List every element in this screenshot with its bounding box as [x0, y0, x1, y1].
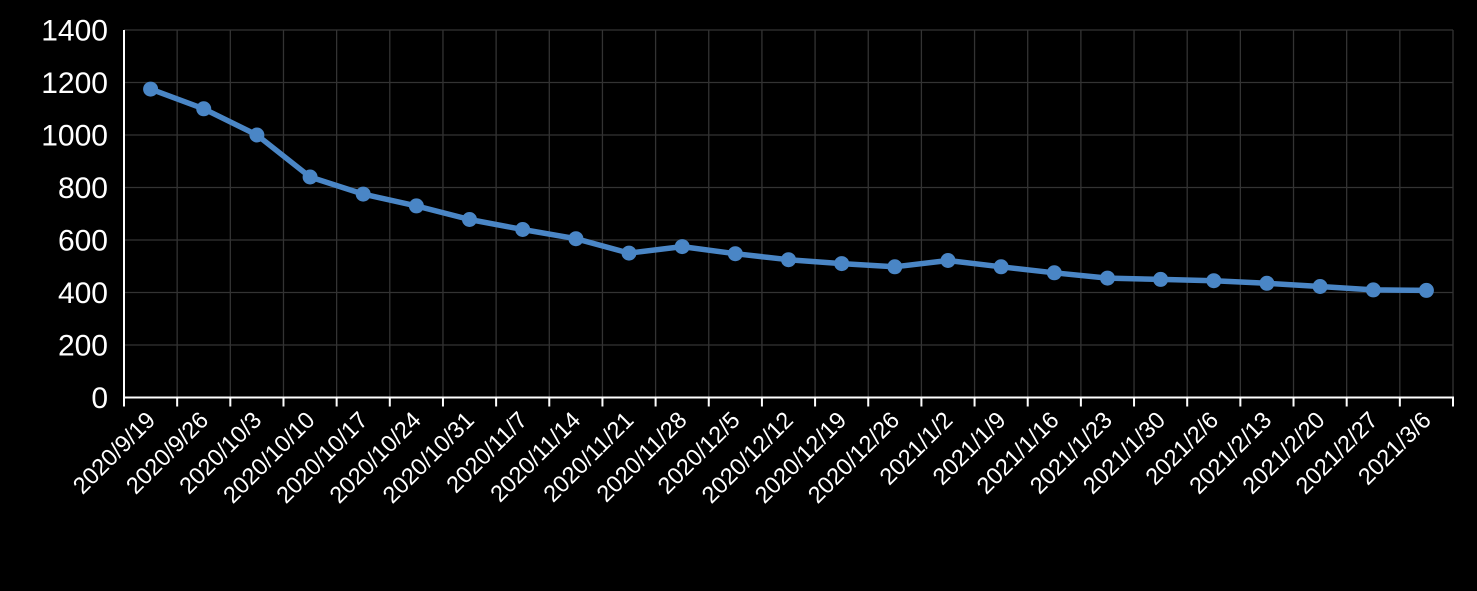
- y-tick-label: 600: [58, 225, 108, 258]
- data-point-marker: [355, 186, 371, 202]
- data-point-marker: [408, 198, 424, 214]
- data-point-marker: [834, 256, 850, 272]
- data-point-marker: [727, 246, 743, 262]
- data-point-marker: [993, 259, 1009, 275]
- y-tick-label: 400: [58, 277, 108, 310]
- data-point-marker: [302, 169, 318, 185]
- data-point-marker: [674, 239, 690, 255]
- data-point-marker: [1312, 279, 1328, 294]
- data-point-marker: [940, 253, 956, 268]
- axes-group: [123, 30, 1454, 407]
- data-point-marker: [887, 259, 903, 275]
- data-point-marker: [1153, 271, 1169, 287]
- y-tick-label: 1400: [41, 15, 108, 48]
- data-point-marker: [1259, 275, 1275, 291]
- y-tick-label: 800: [58, 172, 108, 205]
- gridlines-group: [124, 29, 1454, 398]
- data-point-marker: [1206, 273, 1222, 289]
- data-point-marker: [781, 252, 796, 268]
- y-tick-label: 200: [58, 330, 108, 363]
- data-point-marker: [143, 81, 159, 97]
- data-point-marker: [1046, 265, 1062, 281]
- data-point-marker: [568, 231, 584, 247]
- data-point-marker: [1365, 282, 1381, 298]
- data-point-marker: [462, 212, 477, 227]
- data-point-marker: [196, 101, 212, 117]
- data-point-marker: [249, 127, 265, 143]
- y-tick-label: 1200: [41, 67, 108, 100]
- y-tick-label: 0: [91, 382, 108, 415]
- data-point-marker: [1418, 282, 1434, 298]
- y-tick-label: 1000: [41, 120, 108, 153]
- series-group: [143, 81, 1434, 298]
- data-point-marker: [515, 222, 531, 237]
- data-point-marker: [621, 245, 637, 261]
- data-point-marker: [1100, 270, 1115, 286]
- tick-labels-group: 02004006008001000120014002020/9/192020/9…: [41, 15, 1436, 509]
